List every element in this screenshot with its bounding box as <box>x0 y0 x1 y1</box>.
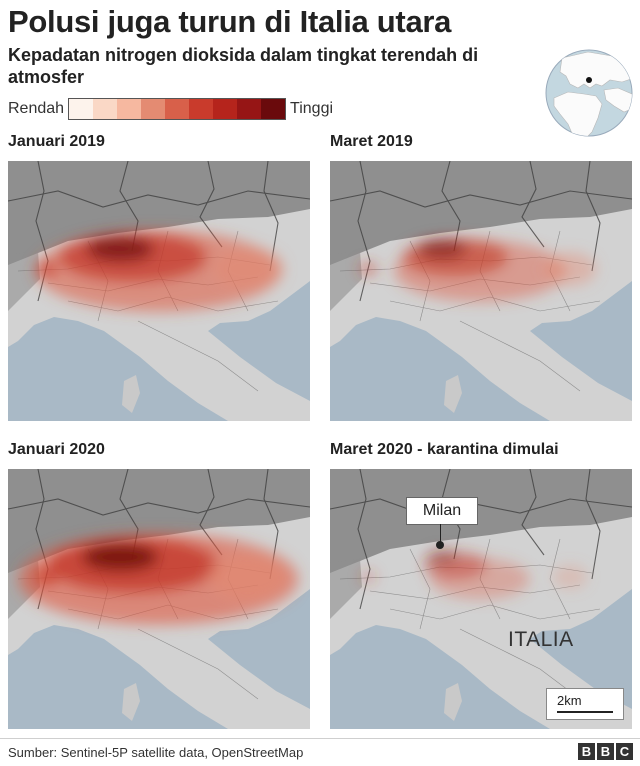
alps-mountains <box>330 161 632 265</box>
corsica-island <box>122 683 140 721</box>
legend-low-label: Rendah <box>8 100 65 117</box>
corsica-island <box>444 683 462 721</box>
legend-swatch <box>117 99 142 119</box>
legend-swatch <box>165 99 190 119</box>
legend-swatch <box>93 99 118 119</box>
legend-color-bar <box>68 98 287 120</box>
country-label: ITALIA <box>508 628 574 651</box>
scale-bar <box>557 711 613 713</box>
footer-divider <box>0 738 640 739</box>
milan-marker <box>436 541 444 549</box>
panel-title-mar-2019: Maret 2019 <box>330 133 413 150</box>
map-panel-jan-2019 <box>8 161 310 421</box>
western-alps <box>330 251 362 311</box>
scale-label: 2km <box>557 693 582 708</box>
panel-title-jan-2020: Januari 2020 <box>8 441 105 458</box>
no2-overlay <box>34 230 284 312</box>
alps-mountains <box>8 469 310 573</box>
map-panel-mar-2020 <box>330 469 632 729</box>
legend-swatch <box>237 99 262 119</box>
western-alps <box>330 559 362 619</box>
panel-title-jan-2019: Januari 2019 <box>8 133 105 150</box>
page-subtitle: Kepadatan nitrogen dioksida dalam tingka… <box>8 45 479 87</box>
no2-overlay <box>18 533 298 625</box>
border-lines <box>330 161 632 302</box>
callout-leader-line <box>440 524 441 546</box>
legend-swatch <box>261 99 286 119</box>
western-alps <box>8 251 40 311</box>
legend-swatch <box>189 99 214 119</box>
milan-callout: Milan <box>406 497 478 525</box>
legend-swatch <box>69 99 94 119</box>
location-marker <box>586 77 592 83</box>
locator-globe <box>544 48 634 138</box>
globe-icon <box>545 49 633 137</box>
legend-swatch <box>141 99 166 119</box>
legend-swatch <box>213 99 238 119</box>
map-panel-jan-2020 <box>8 469 310 729</box>
alps-mountains <box>330 469 632 573</box>
page-title: Polusi juga turun di Italia utara <box>8 4 452 39</box>
alps-mountains <box>8 161 310 265</box>
corsica-island <box>444 375 462 413</box>
logo-letter: B <box>597 743 614 760</box>
scale-box: 2km <box>546 688 624 720</box>
bbc-logo: B B C <box>578 743 633 760</box>
source-text: Sumber: Sentinel-5P satellite data, Open… <box>8 745 304 760</box>
logo-letter: C <box>616 743 633 760</box>
no2-overlay <box>360 549 588 600</box>
corsica-island <box>122 375 140 413</box>
map-panel-mar-2019 <box>330 161 632 421</box>
logo-letter: B <box>578 743 595 760</box>
no2-overlay <box>358 238 597 302</box>
panel-title-mar-2020: Maret 2020 - karantina dimulai <box>330 441 559 458</box>
color-legend: Rendah Tinggi <box>8 98 333 120</box>
legend-high-label: Tinggi <box>290 100 334 117</box>
